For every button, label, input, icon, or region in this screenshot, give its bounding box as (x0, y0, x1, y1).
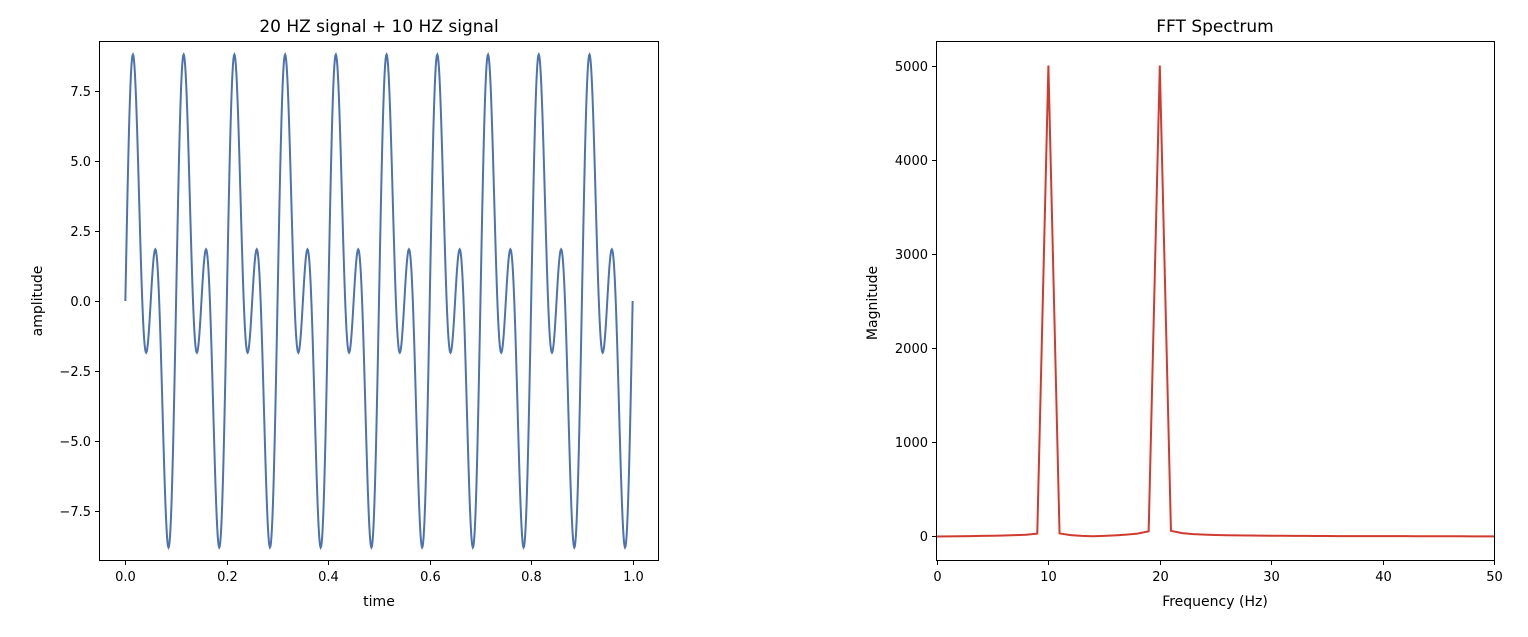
y-tick-label: 7.5 (70, 85, 91, 100)
x-tick-label: 0.8 (521, 570, 542, 585)
y-ticks: −7.5 −5.0 −2.5 0.0 2.5 5.0 7.5 (59, 85, 100, 520)
x-tick-label: 1.0 (623, 570, 644, 585)
x-tick-label: 0.2 (217, 570, 238, 585)
x-tick-label: 0 (933, 570, 941, 585)
chart-title: FFT Spectrum (1156, 17, 1273, 37)
x-tick-label: 10 (1040, 570, 1057, 585)
y-tick-label: 0.0 (70, 295, 91, 310)
x-tick-label: 40 (1375, 570, 1392, 585)
y-tick-label: 5.0 (70, 155, 91, 170)
y-tick-label: 1000 (895, 436, 928, 451)
chart-title: 20 HZ signal + 10 HZ signal (259, 17, 498, 37)
signal-chart: 20 HZ signal + 10 HZ signal −7.5 −5.0 −2.5… (30, 17, 659, 610)
x-ticks: 0 10 20 30 40 50 (933, 560, 1503, 585)
x-tick-label: 30 (1263, 570, 1280, 585)
x-ticks: 0.0 0.2 0.4 0.6 0.8 1.0 (115, 560, 644, 585)
y-ticks: 0 1000 2000 3000 4000 5000 (895, 60, 937, 545)
y-tick-label: 0 (920, 530, 928, 545)
fft-chart: FFT Spectrum 0 1000 2000 3000 4000 5000 0 10 20… (865, 17, 1503, 610)
x-tick-label: 50 (1486, 570, 1503, 585)
signal-line (124, 51, 634, 551)
y-tick-label: 2000 (895, 342, 928, 357)
x-tick-label: 0.6 (420, 570, 441, 585)
y-tick-label: −7.5 (59, 505, 91, 520)
y-axis-label: amplitude (30, 266, 46, 337)
y-axis-label: Magnitude (865, 266, 881, 340)
plot-frame (99, 41, 659, 561)
y-tick-label: 4000 (895, 154, 928, 169)
y-tick-label: 2.5 (70, 225, 91, 240)
x-axis-label: time (363, 594, 395, 610)
y-tick-label: 5000 (895, 60, 928, 75)
x-axis-label: Frequency (Hz) (1162, 594, 1268, 610)
fft-line (936, 65, 1494, 538)
plot-frame (936, 41, 1495, 561)
y-tick-label: 3000 (895, 248, 928, 263)
y-tick-label: −5.0 (59, 435, 91, 450)
y-tick-label: −2.5 (59, 365, 91, 380)
x-tick-label: 0.4 (318, 570, 339, 585)
x-tick-label: 0.0 (115, 570, 136, 585)
x-tick-label: 20 (1152, 570, 1169, 585)
